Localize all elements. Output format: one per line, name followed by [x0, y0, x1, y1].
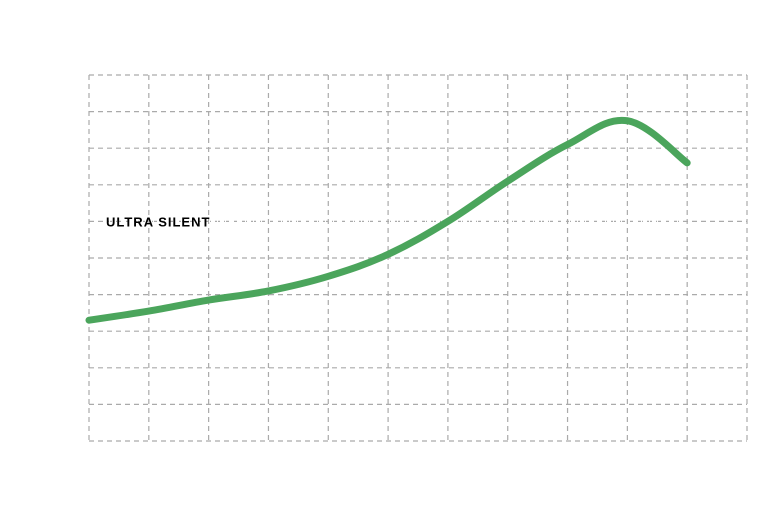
series-group: [85, 116, 691, 324]
reference-line-label: ULTRA SILENT: [106, 214, 210, 229]
reference-line-group: ULTRA SILENT: [105, 214, 685, 229]
series-line-0: [85, 116, 691, 324]
